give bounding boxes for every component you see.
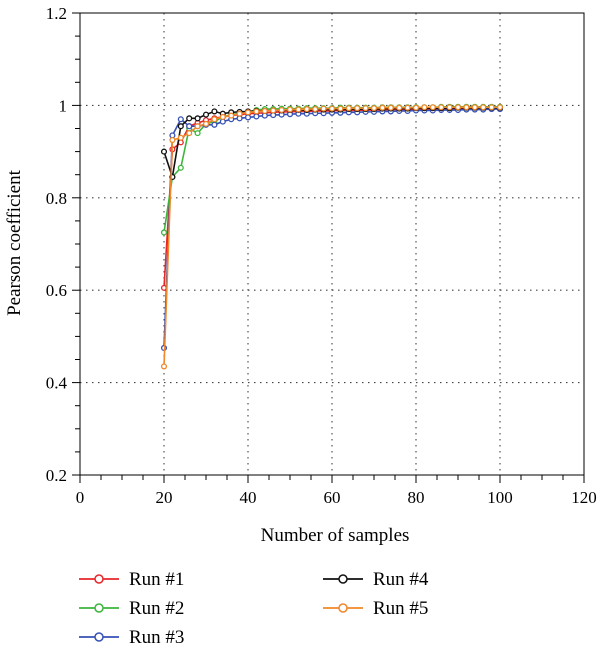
data-point (488, 104, 495, 111)
series-5 (160, 104, 504, 370)
data-point (412, 104, 420, 111)
data-point (244, 109, 252, 116)
legend-label: Run #4 (373, 569, 429, 590)
legend-item: Run #3 (79, 627, 184, 648)
data-point (404, 104, 411, 111)
data-point (320, 105, 327, 112)
legend-swatch-marker (338, 574, 348, 584)
data-point (496, 104, 504, 111)
data-point (312, 106, 319, 113)
data-point (295, 106, 302, 113)
data-point (177, 134, 184, 141)
legend-swatch-marker (338, 603, 348, 613)
y-axis-title: Pearson coefficient (4, 169, 25, 316)
data-point (278, 106, 285, 114)
data-point (328, 105, 336, 112)
data-point (261, 107, 268, 114)
legend-label: Run #1 (129, 569, 184, 590)
legend-label: Run #2 (129, 598, 184, 619)
legend: Run #1 Run #2 Run #3 Run #4 Run #5 (79, 569, 429, 648)
axes (72, 12, 585, 483)
data-point (186, 115, 193, 122)
y-tick-label: 1 (59, 96, 68, 115)
legend-swatch-marker (94, 632, 104, 642)
plot-frame (79, 12, 585, 476)
data-point (253, 113, 260, 120)
data-point (480, 104, 487, 111)
data-point (387, 104, 394, 111)
data-point (270, 107, 277, 114)
x-tick-label: 20 (156, 488, 173, 507)
data-point (211, 121, 218, 128)
data-point (253, 108, 260, 115)
data-point (421, 104, 428, 111)
data-point (362, 105, 369, 112)
legend-swatch-marker (94, 603, 104, 613)
data-point (244, 114, 252, 121)
data-point (186, 123, 193, 130)
legend-label: Run #3 (129, 627, 184, 648)
data-point (160, 148, 168, 155)
x-tick-label: 40 (240, 488, 257, 507)
legend-item: Run #4 (323, 569, 429, 590)
data-point (370, 105, 378, 112)
data-point (286, 106, 294, 113)
data-point (396, 104, 403, 111)
data-point (202, 111, 210, 118)
data-point (345, 105, 352, 112)
data-point (194, 130, 201, 137)
data-point (354, 105, 361, 112)
y-tick-label: 0.6 (46, 281, 67, 300)
x-tick-label: 120 (571, 488, 597, 507)
series-line (163, 108, 500, 348)
x-tick-label: 100 (487, 488, 513, 507)
data-point (236, 110, 243, 117)
y-tick-label: 0.2 (46, 466, 67, 485)
y-tick-label: 0.8 (46, 189, 67, 208)
data-point (194, 115, 201, 122)
data-point (303, 106, 310, 113)
data-point (379, 104, 386, 111)
data-point (211, 108, 218, 115)
data-point (160, 229, 168, 236)
data-point (177, 116, 184, 123)
data-point (177, 164, 184, 171)
legend-item: Run #2 (79, 598, 184, 619)
data-point (177, 123, 184, 130)
data-point (438, 104, 445, 111)
legend-item: Run #5 (323, 598, 428, 619)
data-point (219, 113, 226, 120)
data-point (471, 104, 478, 111)
x-axis-title: Number of samples (261, 525, 410, 546)
legend-item: Run #1 (79, 569, 184, 590)
x-tick-label: 80 (408, 488, 425, 507)
legend-swatch-marker (94, 574, 104, 584)
data-point (194, 123, 201, 130)
data-point (169, 137, 176, 144)
data-point (186, 130, 193, 137)
y-tick-label: 1.2 (46, 4, 67, 23)
y-tick-label: 0.4 (46, 374, 68, 393)
grid (80, 13, 584, 475)
data-point (454, 104, 462, 111)
x-tick-label: 60 (324, 488, 341, 507)
series (160, 103, 504, 370)
data-point (337, 105, 344, 112)
tick-labels: 0 20 40 60 80 100 120 0.2 0.4 0.6 0.8 1 1.2 (46, 4, 597, 507)
data-point (202, 120, 210, 127)
data-point (463, 104, 470, 111)
data-point (429, 104, 436, 111)
x-tick-label: 0 (76, 488, 85, 507)
data-point (160, 363, 168, 370)
data-point (228, 112, 235, 119)
data-point (446, 104, 453, 111)
legend-label: Run #5 (373, 598, 428, 619)
data-point (211, 116, 218, 123)
